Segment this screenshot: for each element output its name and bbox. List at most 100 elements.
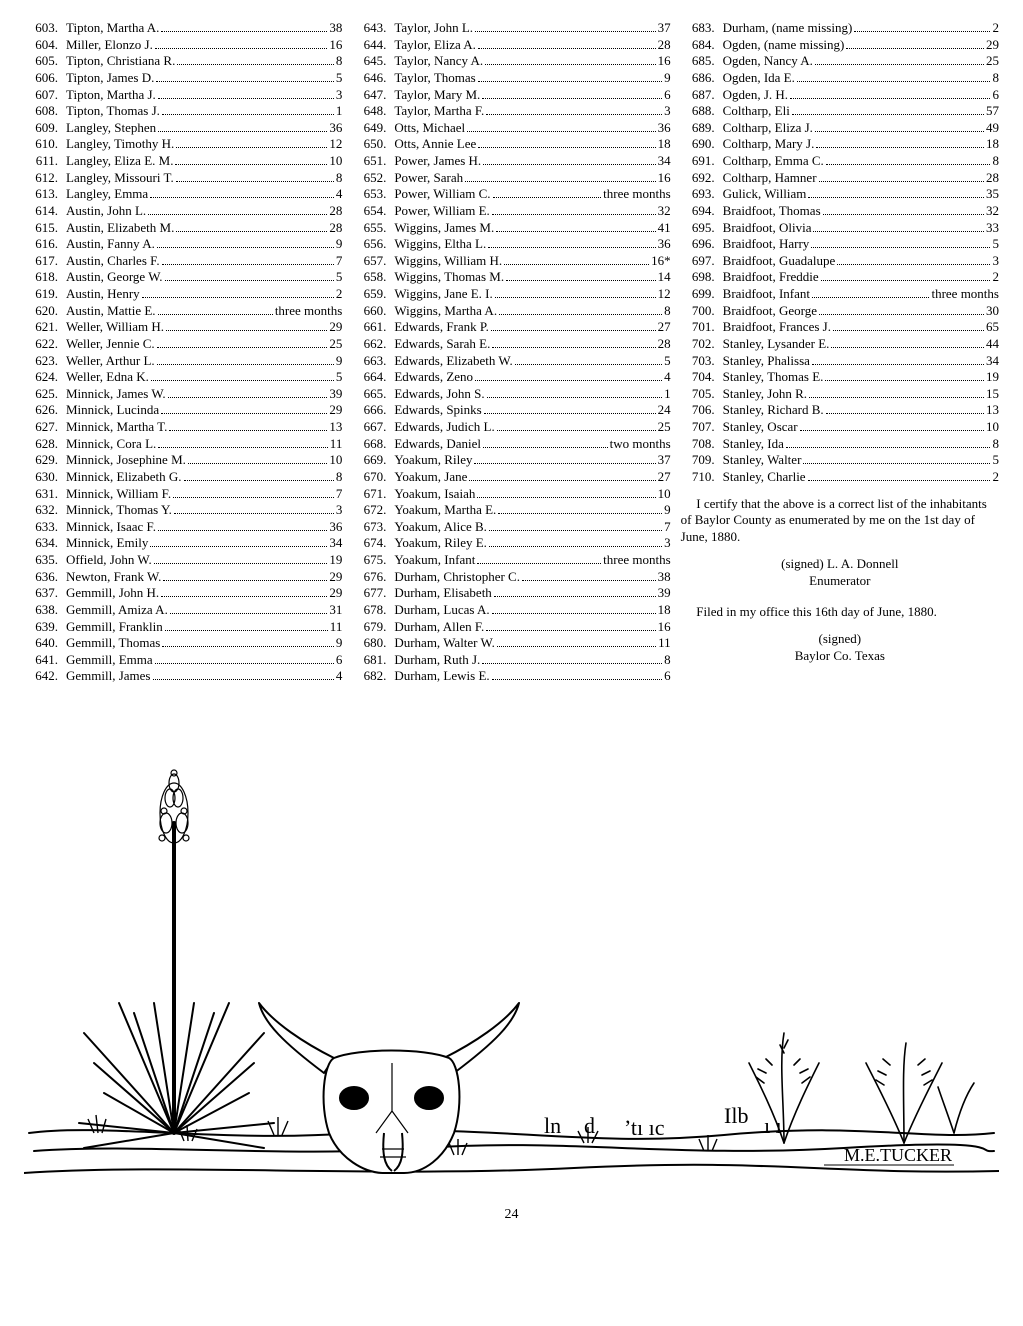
leader-dots bbox=[175, 157, 327, 165]
census-row: 613.Langley, Emma4 bbox=[24, 186, 342, 203]
row-number: 677. bbox=[352, 585, 394, 602]
row-number: 654. bbox=[352, 203, 394, 220]
person-name: Stanley, Phalissa bbox=[723, 353, 810, 370]
person-value: 4 bbox=[336, 186, 343, 203]
person-value: 14 bbox=[658, 269, 671, 286]
person-name: Weller, William H. bbox=[66, 319, 164, 336]
person-name: Austin, Mattie E. bbox=[66, 303, 156, 320]
leader-dots bbox=[497, 423, 656, 431]
census-row: 679.Durham, Allen F.16 bbox=[352, 619, 670, 636]
person-name: Wiggins, Martha A. bbox=[394, 303, 497, 320]
census-row: 683.Durham, (name missing)2 bbox=[681, 20, 999, 37]
census-row: 638.Gemmill, Amiza A.31 bbox=[24, 602, 342, 619]
census-row: 636.Newton, Frank W.29 bbox=[24, 569, 342, 586]
person-value: 9 bbox=[336, 353, 343, 370]
person-name: Edwards, Elizabeth W. bbox=[394, 353, 512, 370]
row-number: 668. bbox=[352, 436, 394, 453]
svg-text:Ilb: Ilb bbox=[724, 1103, 748, 1128]
leader-dots bbox=[163, 572, 327, 580]
leader-dots bbox=[162, 639, 333, 647]
row-number: 631. bbox=[24, 486, 66, 503]
illustration: ln d ’tı ıc Ilb ı ı M.E.TUCKER bbox=[24, 703, 999, 1203]
leader-dots bbox=[833, 323, 984, 331]
person-value: 7 bbox=[336, 486, 343, 503]
census-row: 696.Braidfoot, Harry5 bbox=[681, 236, 999, 253]
person-name: Stanley, Richard B. bbox=[723, 402, 824, 419]
person-name: Taylor, Thomas bbox=[394, 70, 475, 87]
leader-dots bbox=[491, 323, 656, 331]
leader-dots bbox=[819, 173, 984, 181]
person-name: Braidfoot, Thomas bbox=[723, 203, 821, 220]
leader-dots bbox=[475, 24, 656, 32]
leader-dots bbox=[819, 306, 984, 314]
census-row: 705.Stanley, John R.15 bbox=[681, 386, 999, 403]
person-value: 16 bbox=[658, 53, 671, 70]
leader-dots bbox=[477, 556, 601, 564]
census-row: 619.Austin, Henry2 bbox=[24, 286, 342, 303]
census-row: 662.Edwards, Sarah E.28 bbox=[352, 336, 670, 353]
person-name: Austin, Elizabeth M. bbox=[66, 220, 174, 237]
census-row: 688.Coltharp, Eli57 bbox=[681, 103, 999, 120]
person-name: Yoakum, Isaiah bbox=[394, 486, 475, 503]
person-name: Stanley, Oscar bbox=[723, 419, 798, 436]
row-number: 618. bbox=[24, 269, 66, 286]
leader-dots bbox=[492, 672, 663, 680]
census-row: 706.Stanley, Richard B.13 bbox=[681, 402, 999, 419]
row-number: 642. bbox=[24, 668, 66, 685]
person-name: Coltharp, Eliza J. bbox=[723, 120, 813, 137]
person-value: 12 bbox=[658, 286, 671, 303]
person-value: 5 bbox=[992, 236, 999, 253]
row-number: 624. bbox=[24, 369, 66, 386]
census-row: 670.Yoakum, Jane27 bbox=[352, 469, 670, 486]
census-row: 698.Braidfoot, Freddie2 bbox=[681, 269, 999, 286]
leader-dots bbox=[165, 622, 328, 630]
census-row: 605.Tipton, Christiana R.8 bbox=[24, 53, 342, 70]
census-row: 686.Ogden, Ida E.8 bbox=[681, 70, 999, 87]
census-row: 666.Edwards, Spinks24 bbox=[352, 402, 670, 419]
person-name: Stanley, Lysander E. bbox=[723, 336, 830, 353]
row-number: 657. bbox=[352, 253, 394, 270]
person-value: 11 bbox=[330, 619, 343, 636]
person-value: 44 bbox=[986, 336, 999, 353]
row-number: 616. bbox=[24, 236, 66, 253]
person-value: 36 bbox=[329, 120, 342, 137]
leader-dots bbox=[486, 622, 655, 630]
census-row: 691.Coltharp, Emma C.8 bbox=[681, 153, 999, 170]
row-number: 626. bbox=[24, 402, 66, 419]
census-row: 618.Austin, George W.5 bbox=[24, 269, 342, 286]
person-value: 3 bbox=[664, 103, 671, 120]
row-number: 641. bbox=[24, 652, 66, 669]
leader-dots bbox=[158, 439, 328, 447]
census-row: 640.Gemmill, Thomas9 bbox=[24, 635, 342, 652]
leader-dots bbox=[854, 24, 990, 32]
person-name: Minnick, Isaac F. bbox=[66, 519, 156, 536]
census-row: 675.Yoakum, Infantthree months bbox=[352, 552, 670, 569]
row-number: 606. bbox=[24, 70, 66, 87]
row-number: 644. bbox=[352, 37, 394, 54]
row-number: 709. bbox=[681, 452, 723, 469]
row-number: 643. bbox=[352, 20, 394, 37]
row-number: 653. bbox=[352, 186, 394, 203]
row-number: 670. bbox=[352, 469, 394, 486]
person-value: 31 bbox=[329, 602, 342, 619]
person-value: 39 bbox=[658, 585, 671, 602]
census-row: 632.Minnick, Thomas Y.3 bbox=[24, 502, 342, 519]
leader-dots bbox=[492, 606, 656, 614]
leader-dots bbox=[812, 356, 984, 364]
leader-dots bbox=[467, 124, 656, 132]
leader-dots bbox=[813, 223, 984, 231]
person-name: Stanley, Ida bbox=[723, 436, 784, 453]
census-row: 614.Austin, John L.28 bbox=[24, 203, 342, 220]
person-name: Minnick, Martha T. bbox=[66, 419, 167, 436]
census-row: 639.Gemmill, Franklin11 bbox=[24, 619, 342, 636]
row-number: 628. bbox=[24, 436, 66, 453]
person-name: Durham, Allen F. bbox=[394, 619, 484, 636]
census-row: 665.Edwards, John S.1 bbox=[352, 386, 670, 403]
leader-dots bbox=[474, 456, 655, 464]
person-name: Otts, Michael bbox=[394, 120, 465, 137]
person-value: 7 bbox=[336, 253, 343, 270]
row-number: 669. bbox=[352, 452, 394, 469]
person-value: 5 bbox=[336, 269, 343, 286]
person-value: 6 bbox=[336, 652, 343, 669]
census-row: 669.Yoakum, Riley37 bbox=[352, 452, 670, 469]
